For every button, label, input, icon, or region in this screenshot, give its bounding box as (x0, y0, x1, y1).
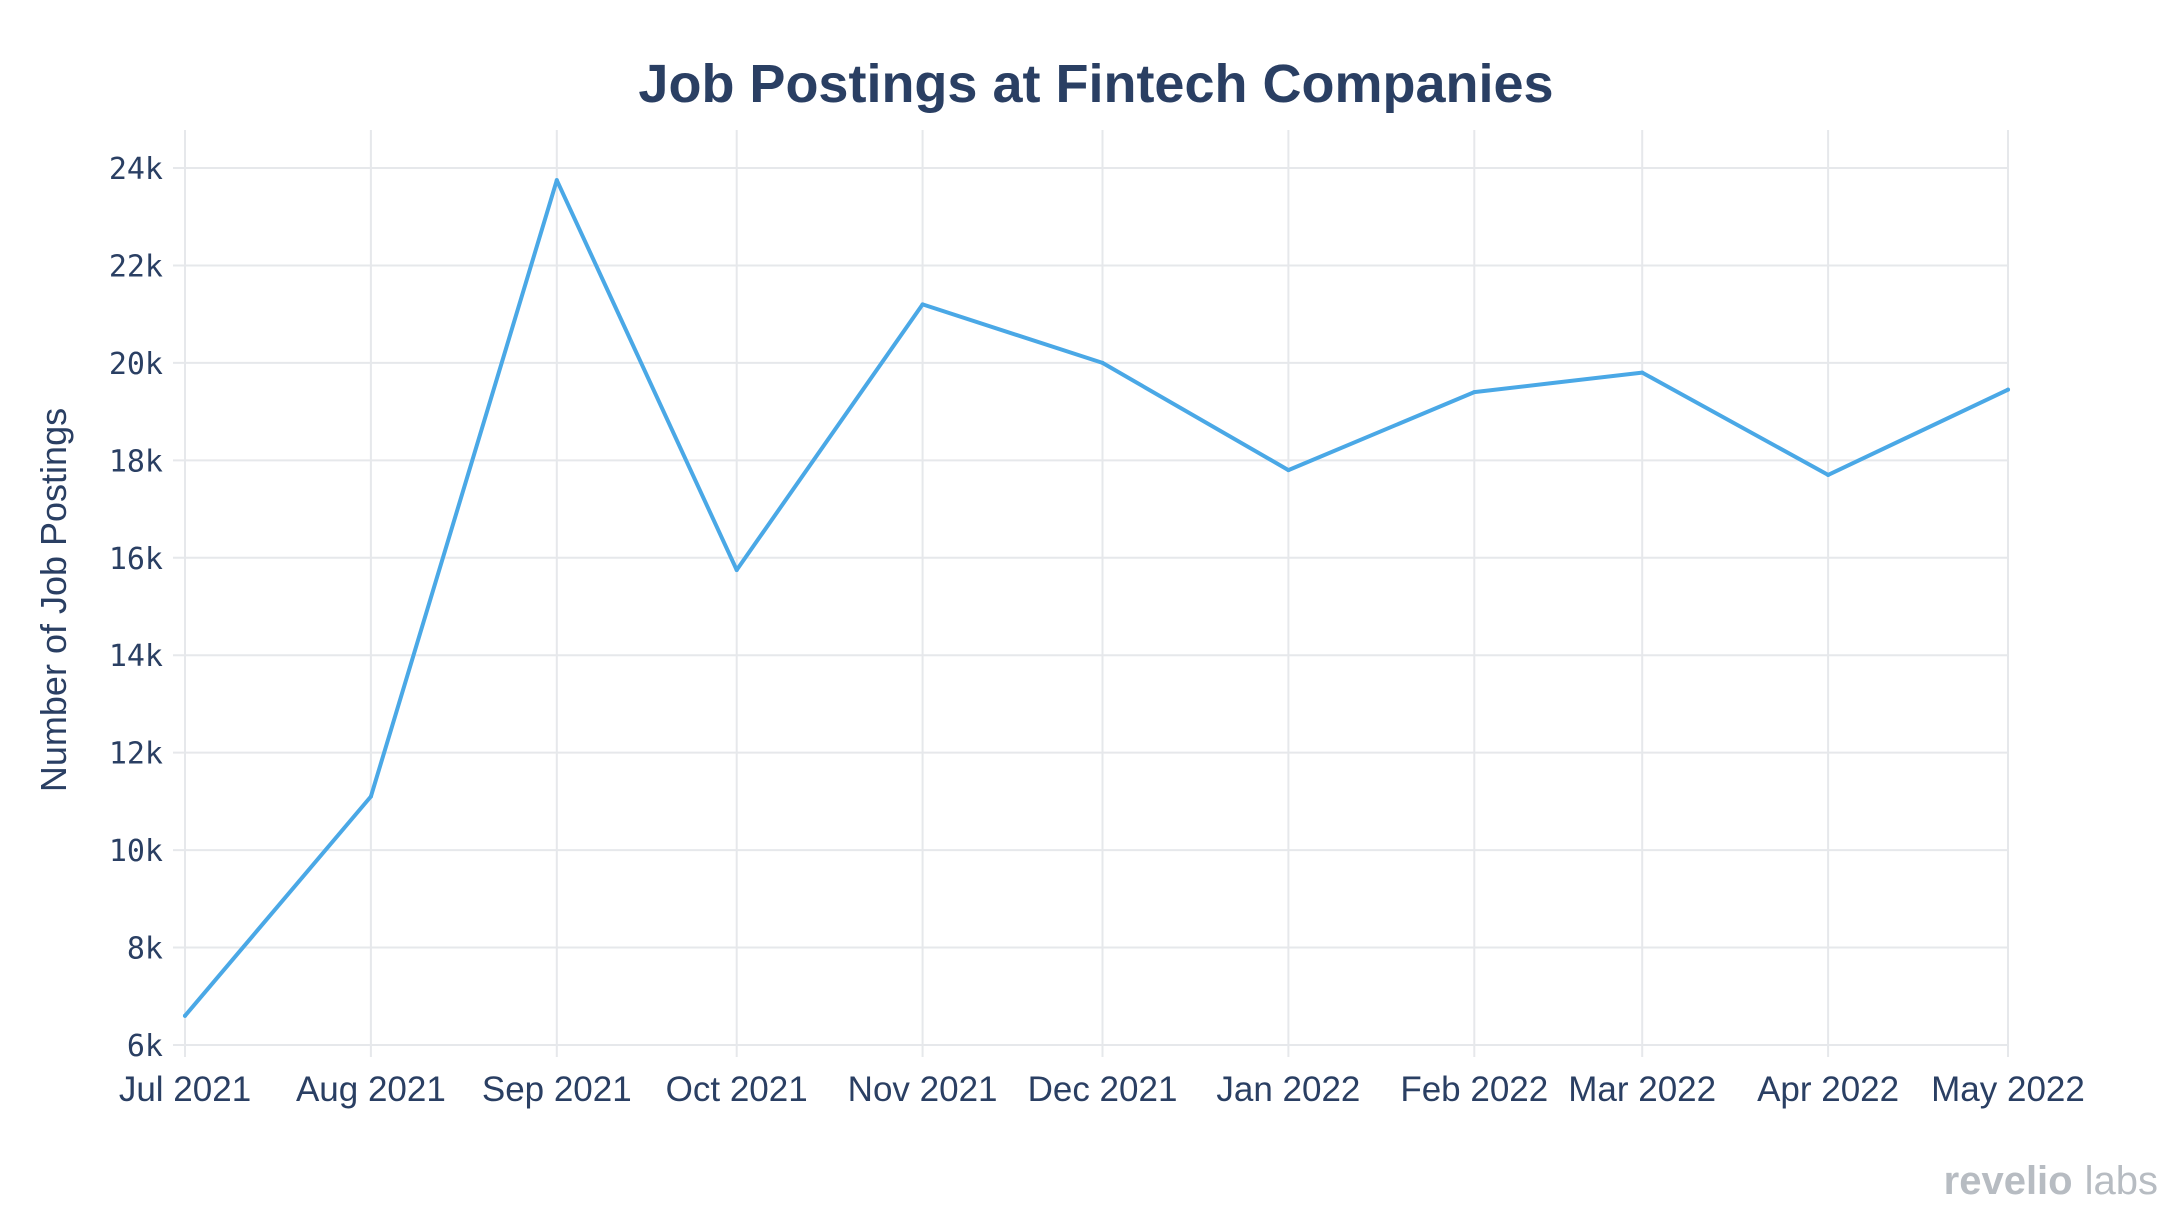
y-tick-label: 24k (109, 152, 163, 187)
data-point (1826, 472, 1831, 477)
y-tick-label: 12k (109, 737, 163, 772)
y-tick-label: 22k (109, 249, 163, 284)
x-tick-label: Jan 2022 (1216, 1070, 1360, 1109)
data-point (2006, 387, 2010, 392)
data-point (920, 302, 925, 307)
y-axis-label: Number of Job Postings (33, 408, 74, 792)
x-tick-label: Nov 2021 (848, 1070, 998, 1109)
vertical-gridlines (184, 130, 2009, 1057)
y-axis-ticks: 6k 8k 10k 12k 14k 16k 18k 20k 22k 24k (109, 152, 163, 1064)
data-point (1286, 468, 1291, 473)
data-point (734, 567, 739, 572)
x-tick-label: Oct 2021 (666, 1070, 808, 1109)
x-tick-label: Dec 2021 (1028, 1070, 1178, 1109)
x-tick-label: Sep 2021 (482, 1070, 632, 1109)
x-tick-label: May 2022 (1931, 1070, 2085, 1109)
x-tick-label: Feb 2022 (1400, 1070, 1548, 1109)
x-tick-label: Mar 2022 (1568, 1070, 1716, 1109)
data-point (1100, 360, 1105, 365)
x-tick-label: Jul 2021 (119, 1070, 251, 1109)
y-tick-label: 10k (109, 834, 163, 869)
x-tick-label: Apr 2022 (1757, 1070, 1899, 1109)
data-point (368, 794, 373, 799)
y-tick-label: 8k (127, 932, 163, 967)
series-group (183, 178, 2010, 1018)
y-tick-label: 14k (109, 639, 163, 674)
y-tick-label: 16k (109, 542, 163, 577)
series-line (183, 178, 2010, 1018)
y-tick-label: 18k (109, 444, 163, 479)
data-point (183, 1013, 187, 1018)
data-point (554, 178, 559, 183)
data-point (1640, 370, 1645, 375)
x-tick-label: Aug 2021 (296, 1070, 446, 1109)
chart-title: Job Postings at Fintech Companies (638, 54, 1553, 114)
y-tick-label: 6k (127, 1029, 163, 1064)
y-tick-label: 20k (109, 347, 163, 382)
data-point (1472, 390, 1477, 395)
revelio-labs-logo: revelio labs (1944, 1159, 2158, 1203)
x-axis-ticks: Jul 2021 Aug 2021 Sep 2021 Oct 2021 Nov 2021… (119, 1070, 2085, 1109)
horizontal-gridlines (173, 167, 2008, 1046)
